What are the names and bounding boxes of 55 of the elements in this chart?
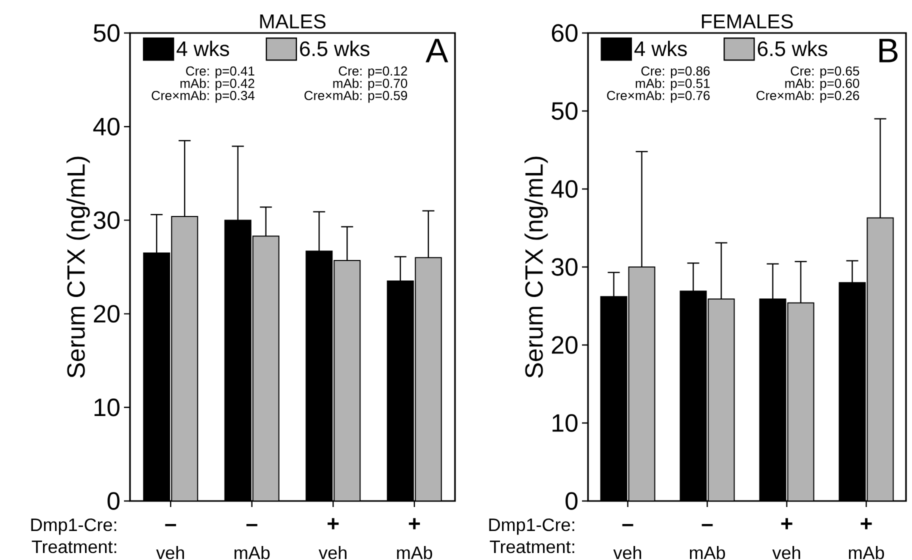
- legend-label: 6.5 wks: [300, 40, 370, 56]
- y-tick-label: 10: [94, 398, 120, 416]
- text: –: [165, 524, 176, 526]
- text: –: [246, 524, 258, 526]
- y-tick-label: 20: [94, 304, 120, 323]
- y-tick-label: 0: [566, 492, 578, 510]
- text: +: [860, 518, 872, 530]
- x-tick-label: veh: [613, 546, 642, 560]
- annotation: Cre×mAb: p=0.76: [607, 90, 710, 103]
- text: Treatment:: [32, 540, 116, 554]
- annotation: Cre: p=0.12: [338, 66, 408, 78]
- x-tick-label: mAb: [234, 546, 270, 560]
- text: +: [328, 518, 339, 530]
- text: –: [702, 524, 713, 526]
- legend-label: 4 wks: [634, 40, 687, 56]
- y-tick-label: 50: [94, 24, 120, 42]
- text: Treatment:: [490, 540, 574, 554]
- x-tick-label: veh: [772, 546, 800, 560]
- annotation: mAb: p=0.42: [180, 78, 254, 91]
- annotation: Cre: p=0.41: [186, 66, 254, 78]
- text: +: [408, 518, 420, 530]
- y-tick-label: 30: [552, 258, 578, 276]
- legend-label: 4 wks: [176, 40, 230, 56]
- annotation: Cre: p=0.86: [641, 66, 710, 78]
- chart-title: FEMALES: [702, 14, 793, 29]
- annotation: A: [426, 38, 448, 62]
- y-axis-title: Serum CTX (ng/mL): [66, 156, 90, 378]
- annotation: mAb: p=0.60: [785, 78, 860, 91]
- legend-label: 6.5 wks: [758, 40, 828, 56]
- text: –: [622, 524, 634, 526]
- annotation: mAb: p=0.70: [333, 78, 408, 91]
- annotation: Cre: p=0.65: [790, 66, 860, 78]
- x-tick-label: mAb: [397, 546, 432, 560]
- annotation: mAb: p=0.51: [636, 78, 710, 91]
- text: Dmp1-Cre:: [31, 518, 116, 535]
- x-tick-label: mAb: [848, 546, 884, 560]
- y-tick-label: 0: [108, 492, 120, 510]
- x-tick-label: mAb: [690, 546, 725, 560]
- annotation: Cre×mAb: p=0.59: [304, 90, 408, 103]
- y-tick-label: 10: [552, 414, 578, 432]
- annotation: Cre×mAb: p=0.26: [756, 90, 860, 103]
- y-tick-label: 60: [552, 24, 578, 42]
- y-tick-label: 20: [552, 336, 578, 354]
- y-tick-label: 50: [552, 102, 578, 120]
- annotation: B: [879, 38, 898, 62]
- annotation: Cre×mAb: p=0.34: [152, 90, 255, 103]
- y-axis-title: Serum CTX (ng/mL): [524, 156, 548, 378]
- text: +: [781, 518, 792, 530]
- y-tick-label: 30: [94, 211, 120, 230]
- chart-title: MALES: [260, 14, 326, 29]
- y-tick-label: 40: [551, 180, 578, 198]
- x-tick-label: veh: [318, 546, 346, 560]
- x-tick-label: veh: [156, 546, 184, 560]
- y-tick-label: 40: [93, 118, 120, 136]
- text: Dmp1-Cre:: [489, 518, 574, 535]
